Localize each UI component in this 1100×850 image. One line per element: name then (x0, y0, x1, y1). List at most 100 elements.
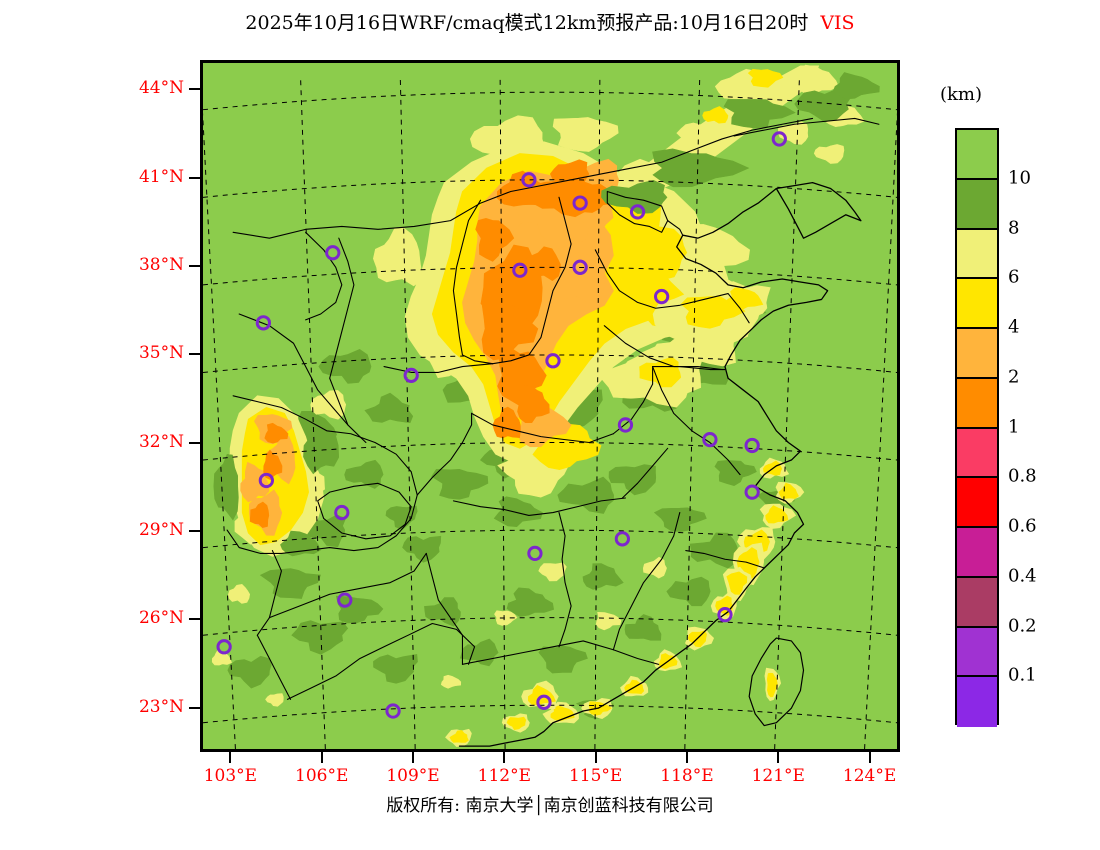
lat-tick-29 (189, 530, 200, 533)
colorbar-band-11[interactable] (957, 677, 997, 727)
lon-label-115: 115°E (568, 766, 623, 786)
lat-grid-44 (203, 91, 897, 111)
station-marker-12 (744, 437, 760, 454)
lon-grid-115 (594, 77, 601, 749)
colorbar-tick-0.8: 0.8 (1008, 465, 1037, 487)
colorbar-tick-4: 4 (1008, 316, 1020, 338)
station-marker-21 (216, 639, 232, 655)
lat-label-44: 44°N (138, 78, 184, 99)
lat-grid-38 (203, 266, 897, 286)
station-marker-10 (545, 353, 561, 369)
station-marker-20 (337, 592, 353, 608)
lat-grid-32 (203, 441, 897, 461)
colorbar[interactable] (955, 128, 999, 727)
colorbar-band-4[interactable] (957, 329, 997, 379)
lon-label-106: 106°E (295, 766, 349, 786)
lon-tick-103 (229, 752, 232, 763)
colorbar-band-0[interactable] (957, 130, 997, 180)
lat-tick-32 (189, 441, 200, 444)
graticule (203, 77, 897, 749)
colorbar-tick-1: 1 (1008, 416, 1020, 437)
lat-grid-29 (203, 529, 897, 549)
station-marker-2 (572, 195, 588, 211)
lat-label-29: 29°N (138, 520, 184, 541)
lat-tick-41 (189, 176, 200, 179)
colorbar-band-10[interactable] (957, 627, 997, 678)
copyright-footer: 版权所有: 南京大学│南京创蓝科技有限公司 (386, 796, 714, 816)
station-marker-4 (325, 245, 341, 261)
station-marker-16 (334, 504, 350, 521)
colorbar-tick-10: 10 (1008, 167, 1031, 189)
lon-grid-121 (774, 77, 800, 749)
lon-label-121: 121°E (751, 766, 805, 786)
map-canvas (203, 63, 897, 749)
station-marker-0 (771, 131, 787, 147)
colorbar-band-2[interactable] (957, 229, 997, 280)
lon-grid-106 (300, 77, 326, 749)
lat-tick-35 (189, 353, 200, 356)
lat-tick-23 (189, 706, 200, 709)
lon-grid-109 (399, 77, 416, 749)
station-marker-11 (702, 431, 718, 448)
map-plot-area[interactable] (200, 60, 900, 752)
lat-grid-41 (203, 179, 897, 198)
lat-label-23: 23°N (138, 696, 184, 717)
lon-tick-109 (412, 752, 415, 763)
station-marker-14 (744, 484, 760, 500)
colorbar-band-7[interactable] (957, 478, 997, 528)
station-marker-3 (629, 204, 646, 220)
station-marker-13 (617, 417, 634, 433)
colorbar-tick-6: 6 (1008, 266, 1020, 288)
lon-label-112: 112°E (477, 766, 532, 786)
station-marker-9 (403, 367, 419, 384)
lon-label-103: 103°E (203, 766, 258, 786)
lat-label-35: 35°N (138, 343, 184, 364)
lon-label-124: 124°E (842, 766, 897, 786)
station-marker-1 (521, 172, 537, 188)
lon-label-109: 109°E (386, 766, 440, 786)
colorbar-tick-0.4: 0.4 (1008, 565, 1037, 587)
lat-label-38: 38°N (138, 255, 184, 276)
lon-grid-112 (499, 77, 506, 749)
station-marker-8 (255, 315, 272, 331)
lat-label-32: 32°N (138, 431, 184, 452)
colorbar-unit-label: (km) (940, 84, 983, 105)
station-marker-22 (536, 694, 552, 710)
station-marker-18 (527, 545, 543, 562)
visibility-contours (203, 63, 897, 749)
lon-grid-124 (864, 112, 897, 749)
lon-grid-118 (684, 77, 701, 749)
page-title: 2025年10月16日WRF/cmaq模式12km预报产品:10月16日20时 V… (0, 8, 1100, 35)
colorbar-band-6[interactable] (957, 428, 997, 479)
lon-tick-112 (503, 752, 506, 763)
lat-grid-26 (203, 617, 897, 636)
station-marker-5 (512, 262, 528, 278)
colorbar-tick-8: 8 (1008, 217, 1020, 238)
lon-tick-118 (685, 752, 688, 763)
visibility-field-svg (203, 63, 897, 749)
station-marker-15 (258, 472, 274, 489)
colorbar-tick-0.6: 0.6 (1008, 515, 1037, 537)
lat-tick-38 (189, 265, 200, 268)
geography-lines (226, 117, 880, 747)
lon-grid-103 (203, 112, 236, 749)
colorbar-band-5[interactable] (957, 378, 997, 429)
station-marker-17 (614, 531, 631, 547)
title-variable: VIS (820, 12, 855, 34)
colorbar-tick-0.2: 0.2 (1008, 615, 1037, 636)
lon-tick-124 (868, 752, 871, 763)
colorbar-band-9[interactable] (957, 577, 997, 628)
lon-label-118: 118°E (660, 766, 714, 786)
colorbar-tick-0.1: 0.1 (1008, 664, 1037, 686)
station-marker-19 (717, 607, 733, 623)
colorbar-band-3[interactable] (957, 279, 997, 329)
lon-tick-106 (320, 752, 323, 763)
lat-label-26: 26°N (138, 608, 184, 629)
station-marker-23 (385, 703, 401, 719)
colorbar-band-8[interactable] (957, 528, 997, 578)
station-marker-7 (654, 288, 670, 305)
lon-tick-121 (777, 752, 780, 763)
station-markers (216, 131, 787, 719)
colorbar-band-1[interactable] (957, 179, 997, 230)
